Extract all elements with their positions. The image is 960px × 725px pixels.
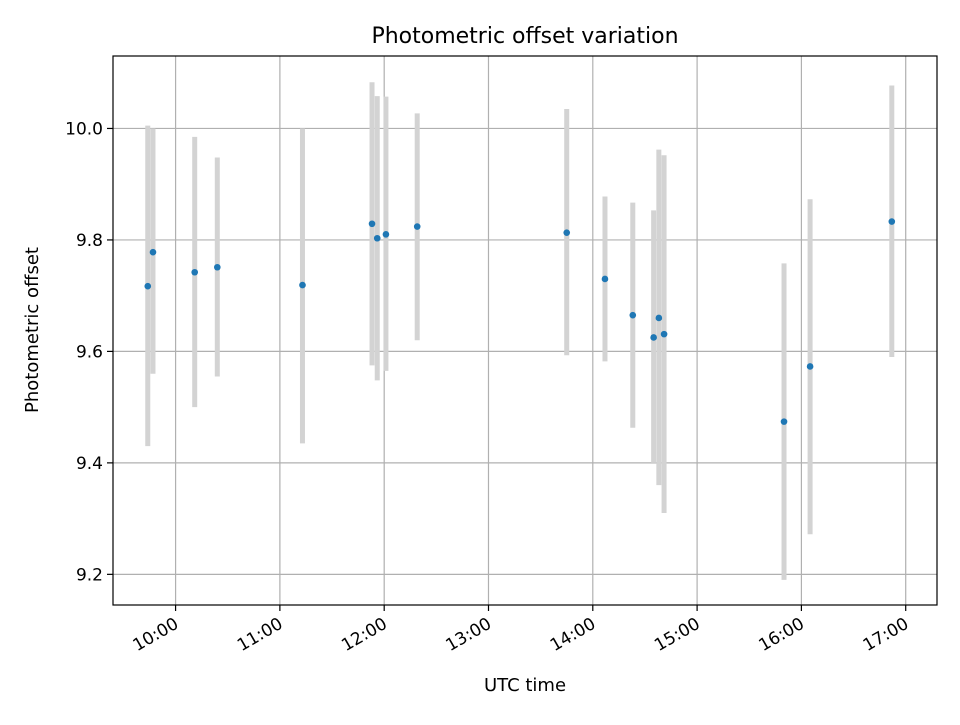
data-point — [655, 314, 663, 322]
data-point — [806, 363, 814, 370]
data-point — [888, 218, 896, 225]
data-point — [780, 418, 788, 425]
data-point — [144, 282, 152, 290]
y-tick-label: 9.4 — [76, 454, 103, 474]
data-point — [368, 220, 376, 228]
x-axis: 10:00 11:00 12:00 13:00 14:00 15:00 16:00 17:00 — [130, 605, 912, 656]
y-tick-label: 9.2 — [76, 565, 103, 585]
y-tick-label: 10.0 — [65, 119, 103, 139]
y-axis-label: Photometric offset — [22, 247, 43, 413]
x-tick-label: 15:00 — [651, 614, 703, 656]
y-tick-label: 9.8 — [76, 231, 103, 251]
y-tick-label: 9.6 — [76, 342, 103, 362]
data-point — [373, 234, 381, 242]
x-tick-label: 16:00 — [755, 614, 807, 656]
data-point — [299, 281, 306, 289]
data-points — [144, 218, 896, 425]
data-point — [601, 275, 609, 283]
x-tick-label: 17:00 — [860, 614, 912, 656]
x-tick-label: 14:00 — [547, 614, 599, 656]
x-tick-label: 11:00 — [234, 614, 286, 656]
x-tick-label: 13:00 — [443, 614, 495, 656]
data-point — [149, 248, 157, 256]
data-point — [214, 263, 221, 271]
data-point — [191, 268, 199, 276]
plot-area-frame — [112, 55, 938, 606]
data-point — [382, 231, 390, 238]
x-tick-label: 12:00 — [338, 614, 390, 656]
data-point — [650, 334, 657, 341]
chart-title: Photometric offset variation — [371, 24, 678, 49]
error-bars — [145, 82, 895, 580]
data-point — [629, 311, 637, 319]
data-point — [563, 229, 571, 236]
x-axis-label: UTC time — [484, 675, 566, 696]
x-tick-label: 10:00 — [130, 614, 182, 656]
grid-lines — [113, 56, 937, 605]
y-axis: 9.2 9.4 9.6 9.8 10.0 — [65, 119, 113, 585]
data-point — [413, 223, 421, 230]
data-point — [660, 330, 668, 338]
